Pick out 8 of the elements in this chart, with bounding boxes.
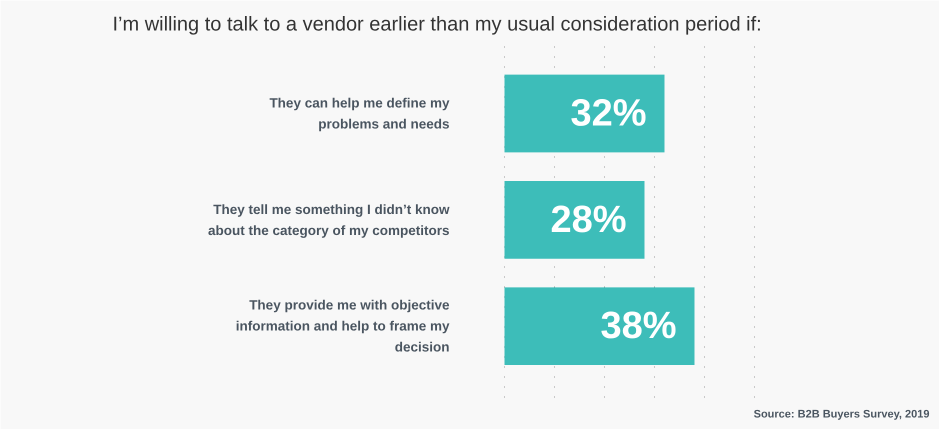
source-note: Source: B2B Buyers Survey, 2019 <box>754 408 930 420</box>
data-label: 38% <box>600 305 677 348</box>
chart-title: I’m willing to talk to a vendor earlier than my usual consideration period if: <box>112 14 762 36</box>
data-label: 28% <box>550 198 627 241</box>
y-tick-label: They tell me something I didn’t know about the category of my competitors <box>208 202 450 238</box>
y-tick-label: They can help me define my problems and needs <box>269 96 450 132</box>
y-tick-label: They provide me with objective information and help to frame my decision <box>236 298 450 355</box>
data-label: 32% <box>570 92 647 135</box>
